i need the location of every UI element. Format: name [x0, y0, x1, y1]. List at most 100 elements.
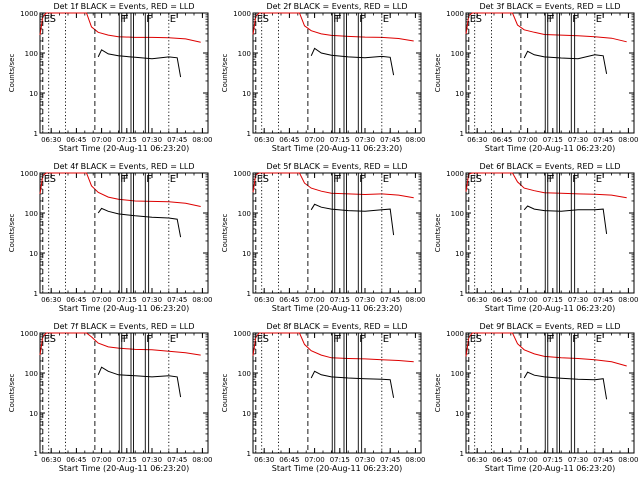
marker-label: E: [44, 334, 50, 345]
x-tick-label: 06:45: [279, 456, 299, 464]
x-tick-label: 06:45: [492, 456, 512, 464]
plot-frame: [39, 12, 209, 134]
y-tick-label: 10: [29, 250, 38, 258]
x-tick-label: 06:45: [66, 136, 86, 144]
chart-panel-det9f: Det 9f BLACK = Events, RED = LLD 1 10 100 10…: [434, 322, 638, 473]
marker-label: E: [470, 174, 476, 185]
x-tick-label: 07:15: [330, 456, 350, 464]
marker-label: F: [549, 334, 555, 345]
marker-label: E: [596, 174, 602, 185]
marker-label: F: [333, 334, 339, 345]
x-tick-label: 07:30: [355, 456, 375, 464]
y-tick-label: 100: [451, 50, 464, 58]
x-axis-label: Start Time (20-Aug-11 06:23:20): [272, 464, 403, 473]
x-axis-label: Start Time (20-Aug-11 06:23:20): [59, 464, 190, 473]
marker-label: F: [120, 174, 126, 185]
y-axis-label: Counts/sec: [434, 54, 442, 93]
plot-frame: [465, 332, 635, 454]
marker-label: E: [257, 174, 263, 185]
y-tick-label: 100: [451, 210, 464, 218]
x-tick-label: 08:00: [405, 456, 425, 464]
chart-panel-det3f: Det 3f BLACK = Events, RED = LLD 1 10 100 10…: [434, 2, 638, 153]
x-tick-label: 08:00: [618, 296, 638, 304]
lld-rate-line: [465, 332, 627, 367]
marker-label: E: [596, 14, 602, 25]
marker-label: E: [170, 14, 176, 25]
x-tick-label: 07:15: [543, 456, 563, 464]
marker-label: F: [146, 174, 152, 185]
x-tick-label: 07:15: [330, 296, 350, 304]
x-axis-label: Start Time (20-Aug-11 06:23:20): [485, 144, 616, 153]
marker-label: F: [549, 14, 555, 25]
marker-label: F: [336, 14, 342, 25]
x-tick-label: 06:30: [41, 136, 61, 144]
x-tick-label: 07:45: [167, 296, 187, 304]
plot-frame: [39, 332, 209, 454]
x-axis-label: Start Time (20-Aug-11 06:23:20): [59, 144, 190, 153]
y-tick-label: 1: [460, 450, 464, 458]
x-tick-label: 06:30: [467, 296, 487, 304]
y-tick-label: 1000: [446, 10, 464, 18]
x-tick-label: 06:30: [254, 296, 274, 304]
marker-label: E: [596, 334, 602, 345]
plot-frame: [39, 172, 209, 294]
x-tick-label: 06:45: [492, 136, 512, 144]
y-tick-label: 100: [25, 370, 38, 378]
y-tick-label: 10: [242, 90, 251, 98]
panel-title: Det 5f BLACK = Events, RED = LLD: [266, 162, 407, 171]
marker-label: E: [170, 334, 176, 345]
marker-label: F: [572, 174, 578, 185]
lld-rate-line: [252, 12, 414, 42]
x-tick-label: 07:00: [92, 296, 112, 304]
x-tick-label: 07:15: [330, 136, 350, 144]
x-tick-label: 06:45: [279, 136, 299, 144]
y-tick-label: 1: [460, 130, 464, 138]
marker-label: S: [263, 174, 269, 185]
x-tick-label: 06:45: [66, 456, 86, 464]
marker-label: F: [359, 14, 365, 25]
x-tick-label: 07:45: [167, 136, 187, 144]
y-tick-label: 1000: [233, 170, 251, 178]
x-tick-label: 06:30: [254, 456, 274, 464]
y-axis-label: Counts/sec: [221, 374, 229, 413]
y-tick-label: 10: [29, 410, 38, 418]
marker-label: F: [123, 14, 129, 25]
marker-label: F: [146, 334, 152, 345]
x-tick-label: 08:00: [405, 136, 425, 144]
x-tick-label: 06:30: [254, 136, 274, 144]
y-tick-label: 100: [451, 370, 464, 378]
x-tick-label: 06:30: [467, 136, 487, 144]
marker-label: F: [146, 14, 152, 25]
marker-label: F: [359, 174, 365, 185]
events-rate-line: [523, 371, 608, 400]
marker-label: S: [50, 334, 56, 345]
y-tick-label: 100: [238, 370, 251, 378]
marker-label: E: [170, 174, 176, 185]
x-tick-label: 07:30: [142, 296, 162, 304]
x-tick-label: 07:00: [305, 456, 325, 464]
y-tick-label: 100: [25, 50, 38, 58]
x-tick-label: 07:30: [142, 456, 162, 464]
events-rate-line: [97, 49, 182, 78]
plot-frame: [252, 172, 422, 294]
events-rate-line: [97, 366, 182, 398]
y-axis-label: Counts/sec: [434, 374, 442, 413]
marker-label: F: [336, 174, 342, 185]
marker-label: F: [549, 174, 555, 185]
marker-label: S: [476, 14, 482, 25]
x-tick-label: 07:45: [380, 296, 400, 304]
y-tick-label: 10: [29, 90, 38, 98]
events-rate-line: [310, 203, 395, 236]
marker-label: E: [257, 14, 263, 25]
y-tick-label: 1: [34, 130, 38, 138]
y-tick-label: 10: [455, 410, 464, 418]
y-tick-label: 100: [238, 50, 251, 58]
y-tick-label: 1000: [20, 10, 38, 18]
marker-label: E: [257, 334, 263, 345]
x-tick-label: 08:00: [405, 296, 425, 304]
y-axis-label: Counts/sec: [8, 214, 16, 253]
x-tick-label: 07:45: [593, 456, 613, 464]
y-axis-label: Counts/sec: [8, 54, 16, 93]
y-tick-label: 1: [34, 450, 38, 458]
